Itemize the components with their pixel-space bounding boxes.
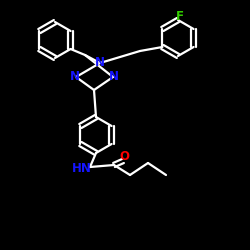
Text: O: O [119,150,129,162]
Text: N: N [95,56,105,70]
Text: HN: HN [72,162,92,175]
Text: F: F [176,10,184,24]
Text: N: N [70,70,80,84]
Text: N: N [109,70,119,84]
